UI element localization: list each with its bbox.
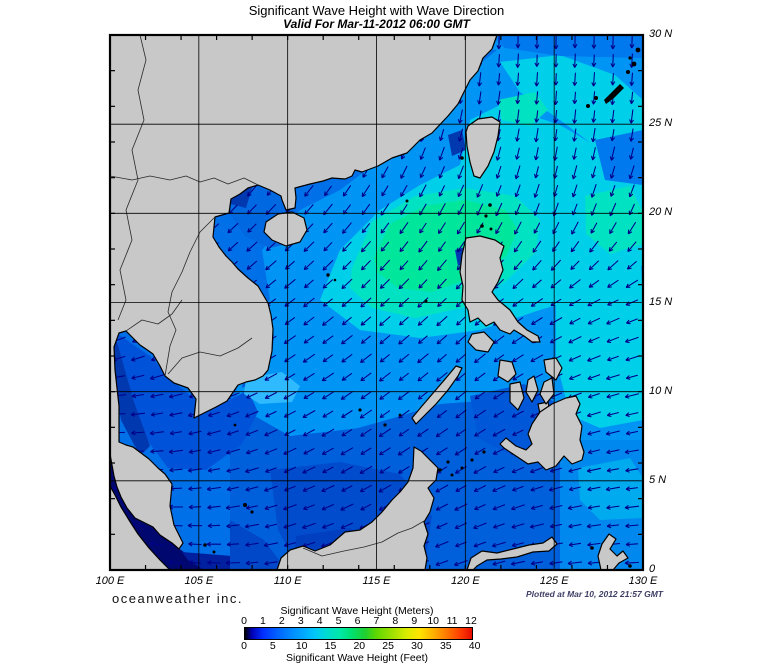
lon-label: 105 E xyxy=(184,575,214,587)
meters-tick-label: 8 xyxy=(392,615,399,627)
malacca-strait-shade xyxy=(111,456,206,569)
land-layer xyxy=(109,34,641,571)
country-borders xyxy=(109,34,425,557)
plotted-timestamp: Plotted at Mar 10, 2012 21:57 GMT xyxy=(526,589,663,599)
panay-island xyxy=(497,359,517,383)
legend-feet-title: Significant Wave Height (Feet) xyxy=(285,652,428,664)
valid-time-subtitle: Valid For Mar-11-2012 06:00 GMT xyxy=(283,17,470,31)
feet-tick-label: 40 xyxy=(468,640,481,652)
feet-tick-label: 20 xyxy=(353,640,366,652)
lon-label: 120 E xyxy=(450,575,480,587)
lat-label: 10 N xyxy=(649,384,673,397)
islet-dots xyxy=(203,47,641,568)
meters-tick-label: 3 xyxy=(297,615,304,627)
mindoro-island xyxy=(467,331,495,353)
feet-tick-label: 30 xyxy=(411,640,423,652)
wave-height-colorbar xyxy=(244,627,473,640)
lat-label: 25 N xyxy=(649,117,673,130)
mainland-asia xyxy=(109,34,498,550)
lat-label: 15 N xyxy=(649,295,673,308)
palawan-island xyxy=(411,365,463,425)
meters-tick-label: 0 xyxy=(241,615,247,627)
feet-tick-label: 5 xyxy=(269,640,276,652)
lat-label: 0 xyxy=(649,563,656,575)
sulawesi-island xyxy=(466,536,558,571)
mindanao-island xyxy=(499,395,585,471)
lat-label: 30 N xyxy=(649,28,673,40)
taiwan-island xyxy=(465,116,501,179)
halmahera-island xyxy=(597,533,629,571)
feet-tick-label: 0 xyxy=(241,640,247,652)
graticule xyxy=(110,35,643,570)
map-frame xyxy=(108,33,645,572)
page-title: Significant Wave Height with Wave Direct… xyxy=(248,3,505,18)
legend-meters-title: Significant Wave Height (Meters) xyxy=(280,605,434,617)
meters-tick-label: 6 xyxy=(354,615,361,627)
meters-tick-label: 4 xyxy=(316,615,323,627)
lon-label: 110 E xyxy=(273,575,302,587)
gulf-of-thailand-shade xyxy=(116,334,258,470)
lon-label: 125 E xyxy=(539,575,569,587)
lon-label: 115 E xyxy=(362,575,391,587)
feet-tick-label: 25 xyxy=(382,640,394,652)
luzon-island xyxy=(459,235,541,343)
meters-tick-label: 11 xyxy=(446,615,458,627)
meters-tick-label: 10 xyxy=(427,615,439,627)
feet-tick-label: 15 xyxy=(324,640,337,652)
lat-label: 5 N xyxy=(649,473,667,486)
lat-label: 20 N xyxy=(649,206,673,219)
borneo-island xyxy=(276,446,439,571)
lon-label: 130 E xyxy=(628,575,658,587)
negros-island xyxy=(509,381,525,411)
feet-tick-label: 35 xyxy=(439,640,452,652)
meters-tick-label: 2 xyxy=(278,615,285,627)
oceanweather-credit: oceanweather inc. xyxy=(112,591,244,606)
meters-tick-label: 7 xyxy=(373,615,380,627)
lon-label: 100 E xyxy=(95,575,125,587)
meters-tick-label: 5 xyxy=(335,615,342,627)
feet-tick-label: 10 xyxy=(295,640,308,652)
meters-tick-label: 12 xyxy=(465,615,477,627)
ryukyu-islands xyxy=(604,84,624,104)
meters-tick-label: 9 xyxy=(411,615,418,627)
cebu-island xyxy=(525,375,539,403)
meters-tick-label: 1 xyxy=(259,615,266,627)
